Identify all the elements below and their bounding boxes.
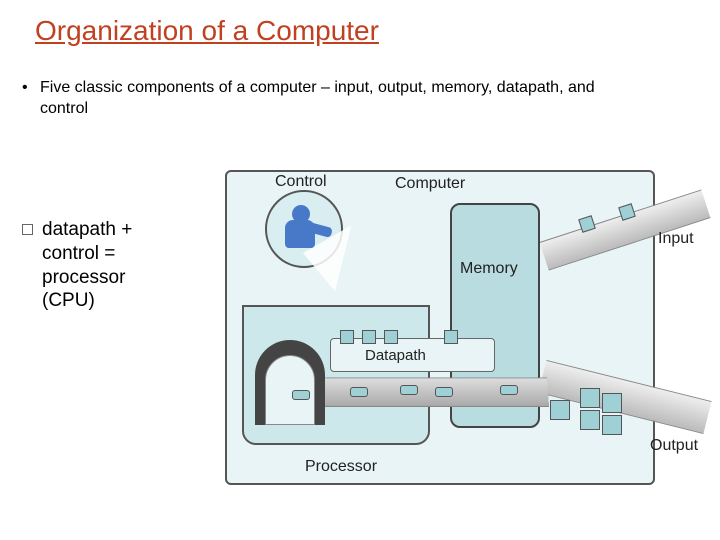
output-block-icon [580,388,600,408]
data-block-icon [340,330,354,344]
output-block-icon [602,393,622,413]
data-bit-icon [350,387,368,397]
label-memory: Memory [460,260,518,278]
label-input: Input [658,230,694,248]
data-bit-icon [500,385,518,395]
label-computer: Computer [395,175,465,193]
bullet-main: Five classic components of a computer – … [40,78,640,120]
label-output: Output [650,437,698,455]
data-block-icon [362,330,376,344]
control-person-icon [280,205,325,260]
data-bit-icon [400,385,418,395]
data-bit-icon [435,387,453,397]
computer-organization-diagram: Computer Control Memory Datapath Process… [180,155,698,500]
bullet-sub: datapath + control = processor (CPU) [42,218,172,313]
data-block-icon [444,330,458,344]
data-block-icon [384,330,398,344]
label-processor: Processor [305,458,377,476]
output-block-icon [602,415,622,435]
output-block-icon [580,410,600,430]
label-datapath: Datapath [365,347,426,364]
data-bit-icon [292,390,310,400]
page-title: Organization of a Computer [35,15,379,47]
label-control: Control [275,173,327,191]
output-block-icon [550,400,570,420]
